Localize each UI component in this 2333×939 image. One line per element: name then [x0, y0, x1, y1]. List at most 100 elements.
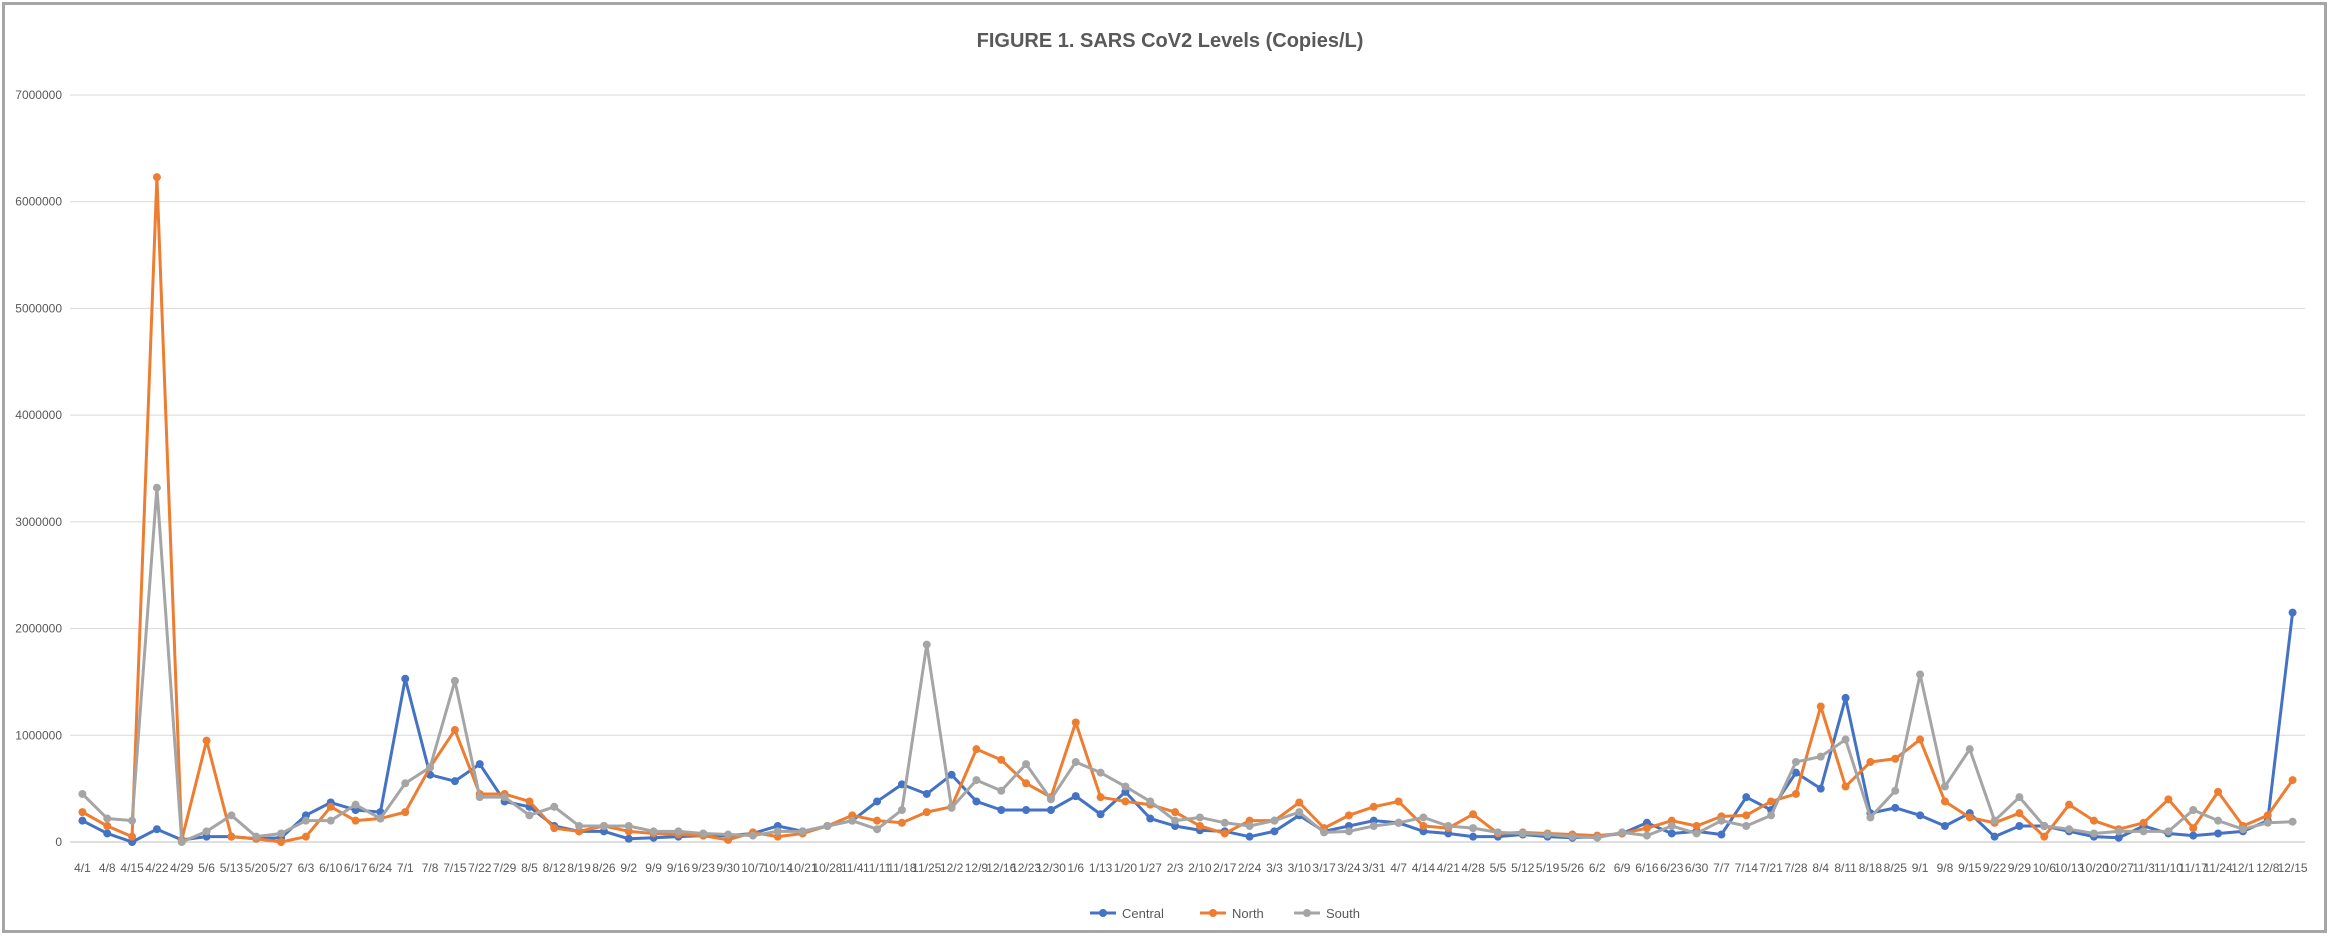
- legend-item-south[interactable]: South: [1294, 906, 1360, 921]
- data-point: [1469, 824, 1478, 833]
- x-tick-label: 4/22: [145, 861, 169, 875]
- x-tick-label: 9/1: [1912, 861, 1929, 875]
- data-point: [401, 674, 410, 683]
- data-point: [873, 797, 882, 806]
- x-tick-label: 8/26: [592, 861, 616, 875]
- data-point: [1171, 816, 1180, 825]
- x-tick-label: 9/8: [1937, 861, 1954, 875]
- x-tick-label: 8/19: [567, 861, 591, 875]
- legend-marker: [1303, 909, 1311, 917]
- data-point: [1344, 811, 1353, 820]
- x-tick-label: 9/15: [1958, 861, 1982, 875]
- data-point: [1642, 831, 1651, 840]
- x-tick-label: 11/10: [2154, 861, 2183, 875]
- data-point: [1220, 818, 1229, 827]
- x-tick-label: 5/12: [1511, 861, 1535, 875]
- data-point: [947, 803, 956, 812]
- x-tick-label: 10/27: [2104, 861, 2134, 875]
- data-point: [1692, 829, 1701, 838]
- x-tick-label: 12/16: [986, 861, 1016, 875]
- x-tick-label: 9/9: [645, 861, 662, 875]
- legend-item-central[interactable]: Central: [1090, 906, 1164, 921]
- x-tick-label: 4/1: [74, 861, 91, 875]
- data-point: [1742, 793, 1751, 802]
- data-point: [1717, 830, 1726, 839]
- x-tick-label: 7/21: [1759, 861, 1783, 875]
- data-point: [152, 173, 161, 182]
- x-tick-label: 9/29: [2008, 861, 2032, 875]
- legend-label: Central: [1122, 906, 1164, 921]
- data-point: [2015, 821, 2024, 830]
- x-tick-label: 7/8: [422, 861, 439, 875]
- data-point: [2015, 793, 2024, 802]
- data-point: [873, 825, 882, 834]
- legend-label: North: [1232, 906, 1264, 921]
- data-point: [1245, 832, 1254, 841]
- data-point: [525, 797, 534, 806]
- data-point: [1767, 797, 1776, 806]
- data-point: [2189, 831, 2198, 840]
- legend-item-north[interactable]: North: [1200, 906, 1264, 921]
- data-point: [227, 811, 236, 820]
- x-tick-label: 1/13: [1089, 861, 1113, 875]
- x-tick-label: 10/6: [2033, 861, 2057, 875]
- data-point: [624, 834, 633, 843]
- data-point: [301, 816, 310, 825]
- data-point: [2164, 795, 2173, 804]
- data-point: [426, 763, 435, 772]
- data-point: [1791, 789, 1800, 798]
- y-tick-label: 0: [55, 835, 62, 849]
- data-point: [2114, 833, 2123, 842]
- data-point: [1791, 757, 1800, 766]
- data-point: [2040, 821, 2049, 830]
- data-point: [1593, 833, 1602, 842]
- data-point: [1419, 813, 1428, 822]
- x-tick-label: 8/5: [521, 861, 538, 875]
- data-point: [2114, 827, 2123, 836]
- data-point: [401, 779, 410, 788]
- data-point: [450, 725, 459, 734]
- x-tick-label: 7/29: [493, 861, 517, 875]
- data-point: [1096, 810, 1105, 819]
- data-point: [1146, 814, 1155, 823]
- data-point: [922, 640, 931, 649]
- data-point: [2189, 805, 2198, 814]
- data-point: [351, 800, 360, 809]
- x-tick-label: 3/17: [1312, 861, 1336, 875]
- data-point: [674, 827, 683, 836]
- data-point: [1667, 821, 1676, 830]
- x-tick-label: 1/27: [1139, 861, 1163, 875]
- x-tick-label: 10/21: [788, 861, 818, 875]
- data-point: [1866, 813, 1875, 822]
- data-point: [2139, 827, 2148, 836]
- legend[interactable]: Central North South: [1090, 906, 1360, 921]
- data-point: [997, 755, 1006, 764]
- data-point: [326, 802, 335, 811]
- y-tick-label: 5000000: [15, 301, 62, 315]
- data-point: [475, 793, 484, 802]
- data-point: [897, 780, 906, 789]
- x-tick-label: 11/4: [841, 861, 864, 875]
- data-point: [1320, 828, 1329, 837]
- data-point: [649, 827, 658, 836]
- y-tick-label: 2000000: [15, 622, 62, 636]
- data-point: [1071, 757, 1080, 766]
- x-tick-label: 6/24: [369, 861, 393, 875]
- x-tick-label: 5/5: [1490, 861, 1507, 875]
- data-point: [1940, 797, 1949, 806]
- data-point: [1270, 816, 1279, 825]
- data-point: [78, 816, 87, 825]
- x-tick-label: 12/8: [2256, 861, 2280, 875]
- data-point: [724, 830, 733, 839]
- x-tick-label: 12/30: [1036, 861, 1066, 875]
- data-point: [177, 838, 186, 846]
- x-tick-label: 1/6: [1067, 861, 1084, 875]
- series-south: [78, 483, 2297, 846]
- data-point: [1891, 754, 1900, 763]
- data-point: [351, 816, 360, 825]
- data-point: [1667, 829, 1676, 838]
- data-point: [550, 824, 559, 833]
- data-point: [1816, 784, 1825, 793]
- series-lines: [78, 173, 2297, 846]
